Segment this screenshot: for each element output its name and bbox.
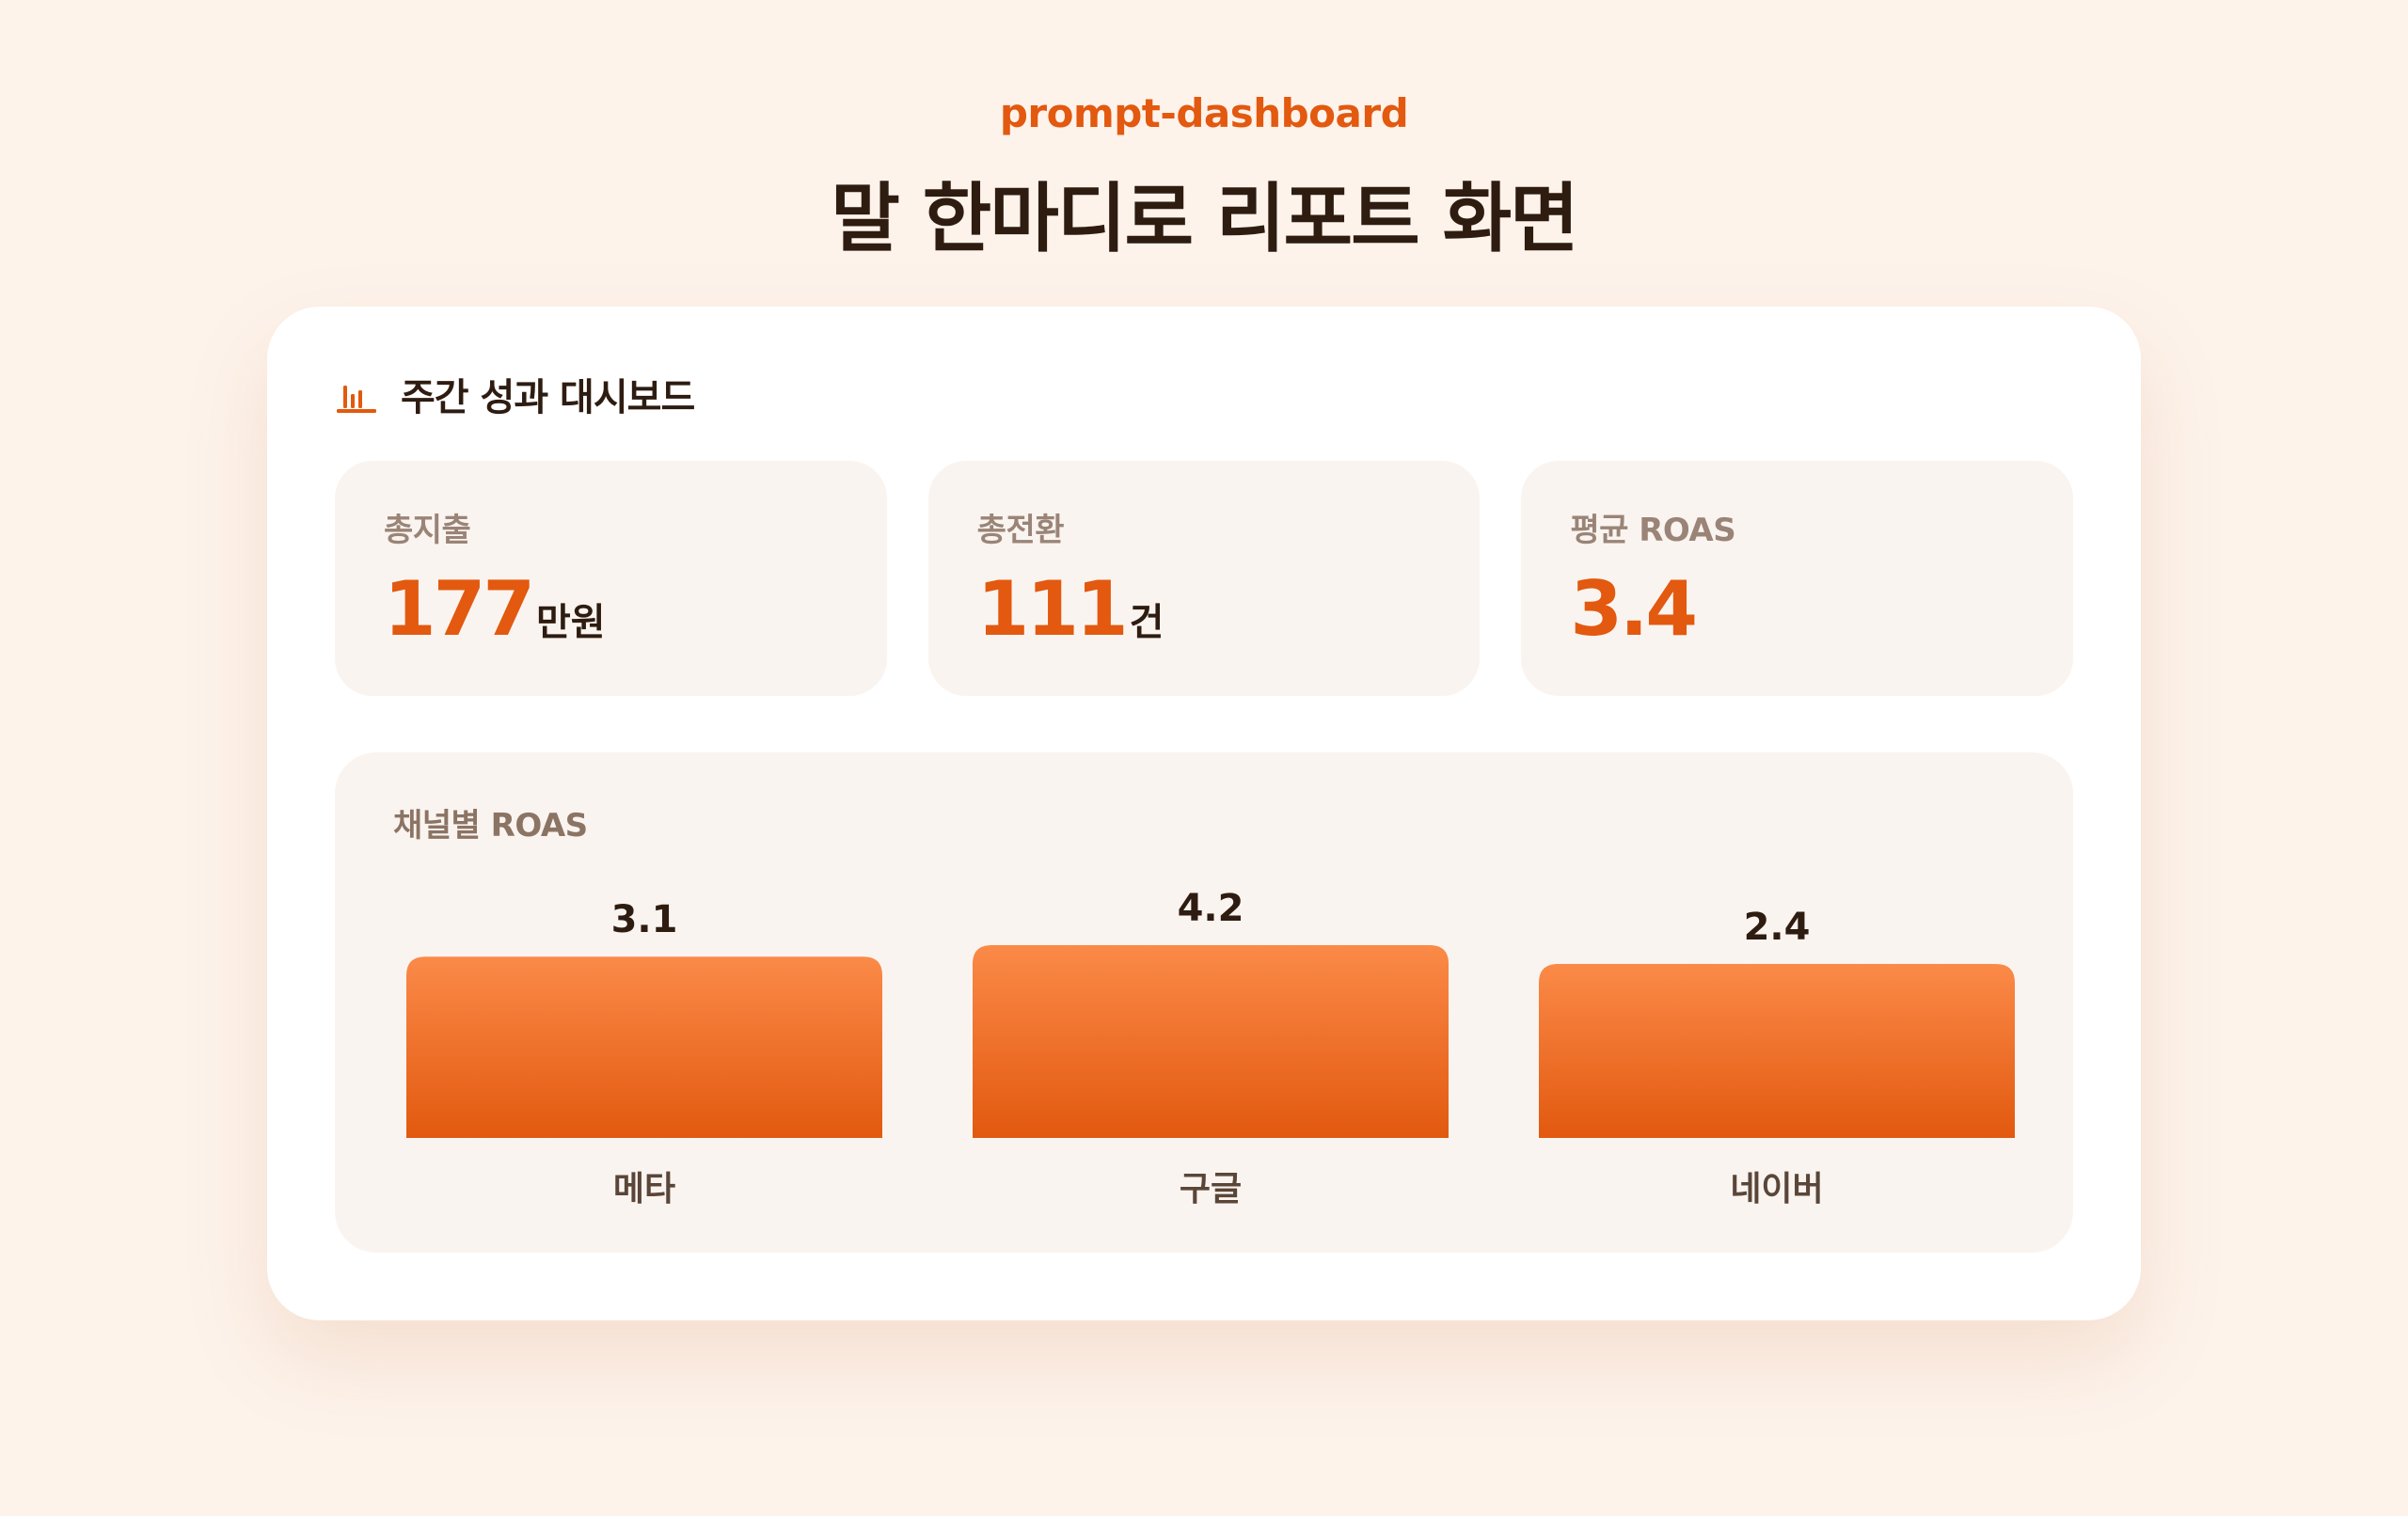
dashboard-card: 주간 성과 대시보드 총지출 177 만원 총전환 111 건 평균 ROAS … — [267, 307, 2141, 1320]
chart-title: 채널별 ROAS — [393, 807, 588, 845]
data-label: 3.1 — [611, 898, 678, 941]
channel-roas-chart: 3.1 메타 4.2 구글 2.4 네이버 — [406, 887, 2015, 1208]
bar-구글 — [973, 945, 1449, 1138]
channel-roas-panel: 채널별 ROAS 3.1 메타 4.2 구글 2.4 네이버 — [335, 752, 2073, 1253]
category-label: 메타 — [613, 1170, 675, 1208]
bar-네이버 — [1539, 964, 2015, 1138]
kpi-unit: 건 — [1129, 601, 1164, 644]
page-title: 말 한마디로 리포트 화면 — [831, 175, 1579, 262]
kpi-value: 111 — [976, 565, 1129, 653]
kpi-card-total-spend: 총지출 177 만원 — [335, 461, 887, 696]
category-label: 네이버 — [1730, 1170, 1823, 1208]
data-label: 4.2 — [1178, 887, 1244, 930]
kpi-row: 총지출 177 만원 총전환 111 건 평균 ROAS 3.4 — [335, 461, 2074, 696]
kpi-label: 총지출 — [384, 512, 471, 549]
kpi-label: 총전환 — [976, 512, 1065, 549]
kpi-card-average-roas: 평균 ROAS 3.4 — [1521, 461, 2074, 696]
kpi-unit: 만원 — [536, 601, 606, 644]
data-label: 2.4 — [1744, 906, 1811, 949]
card-header: 주간 성과 대시보드 — [335, 365, 695, 423]
card-title: 주간 성과 대시보드 — [401, 376, 695, 419]
category-label: 구글 — [1180, 1170, 1242, 1208]
kpi-label: 평균 ROAS — [1570, 512, 1736, 549]
kpi-value: 177 — [384, 565, 535, 653]
bar-chart-icon — [337, 386, 376, 413]
kpi-card-total-conversions: 총전환 111 건 — [927, 461, 1481, 696]
bar-메타 — [406, 956, 882, 1138]
kpi-value: 3.4 — [1570, 565, 1698, 653]
eyebrow-label: prompt-dashboard — [999, 90, 1409, 136]
